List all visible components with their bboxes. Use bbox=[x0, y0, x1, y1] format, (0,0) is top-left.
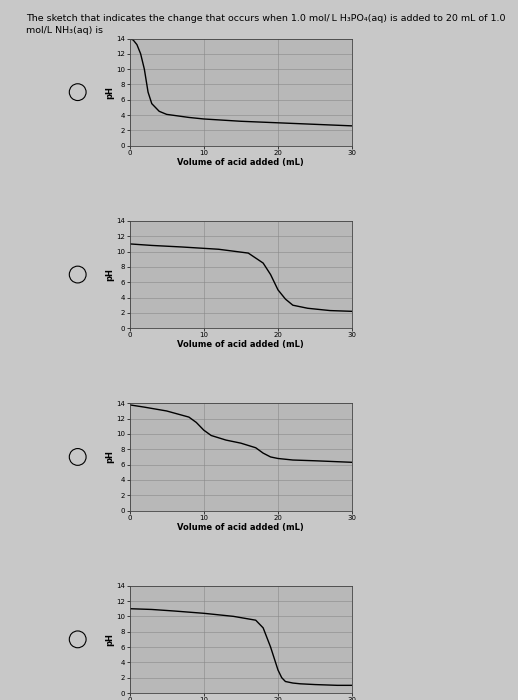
Y-axis label: pH: pH bbox=[105, 451, 114, 463]
Text: The sketch that indicates the change that occurs when 1.0 mol/ L H₃PO₄(aq) is ad: The sketch that indicates the change tha… bbox=[26, 14, 506, 23]
Y-axis label: pH: pH bbox=[105, 85, 114, 99]
X-axis label: Volume of acid added (mL): Volume of acid added (mL) bbox=[178, 340, 304, 349]
Y-axis label: pH: pH bbox=[105, 268, 114, 281]
Text: mol/L NH₃(aq) is: mol/L NH₃(aq) is bbox=[26, 26, 103, 35]
X-axis label: Volume of acid added (mL): Volume of acid added (mL) bbox=[178, 523, 304, 532]
Y-axis label: pH: pH bbox=[105, 633, 114, 646]
X-axis label: Volume of acid added (mL): Volume of acid added (mL) bbox=[178, 158, 304, 167]
